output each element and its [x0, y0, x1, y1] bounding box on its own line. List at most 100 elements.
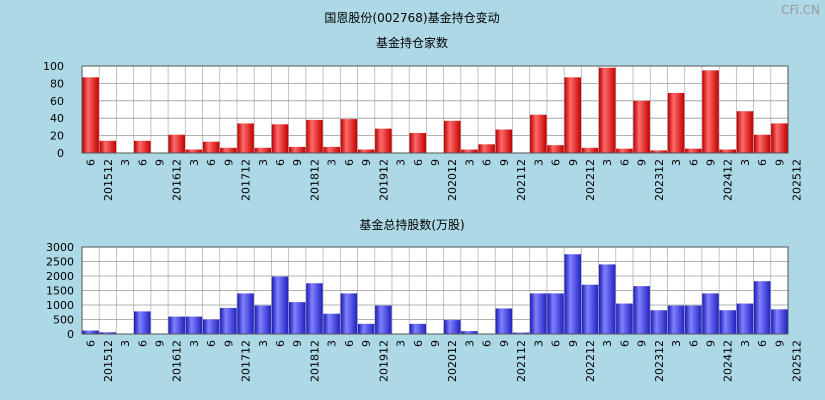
chart1-bar	[288, 146, 306, 153]
chart1-bar	[220, 147, 237, 153]
chart2-bar	[753, 281, 771, 334]
chart1-bar	[99, 140, 117, 153]
chart2-bar	[306, 283, 323, 334]
chart1-x-tick-label: 9	[636, 159, 649, 166]
chart2-bar	[495, 308, 513, 334]
chart2-x-tick-label: 201712	[240, 340, 253, 382]
chart2-bar	[220, 307, 237, 334]
chart1-x-tick-label: 201512	[102, 159, 115, 201]
chart1-x-tick-label: 6	[618, 159, 631, 166]
chart1-x-tick-label: 3	[739, 159, 752, 166]
chart1-bar	[736, 111, 754, 153]
chart2-y-tick-label: 0	[67, 328, 74, 341]
chart1-bar	[202, 141, 220, 153]
chart1-x-tick-label: 6	[85, 159, 98, 166]
chart2-x-tick-label: 3	[532, 340, 545, 347]
chart2-x-tick-label: 202312	[653, 340, 666, 382]
chart2-x-tick-label: 202212	[584, 340, 597, 382]
chart2-y-tick-label: 2500	[46, 256, 74, 269]
chart1-bar	[667, 92, 685, 153]
chart1-y-tick-label: 20	[50, 130, 64, 143]
chart1-bar	[598, 67, 616, 153]
chart1-bar	[375, 128, 392, 153]
chart1-x-tick-label: 9	[360, 159, 373, 166]
chart1-x-tick-label: 9	[705, 159, 718, 166]
chart1-bar	[702, 70, 719, 153]
watermark-logo: CFi.CN	[781, 3, 820, 17]
chart1-bar	[547, 145, 564, 153]
chart1-bar	[478, 144, 495, 153]
chart2-bar	[185, 316, 203, 334]
chart1-x-tick-label: 9	[498, 159, 511, 166]
chart1-x-tick-label: 202512	[791, 159, 804, 201]
chart1-x-tick-label: 6	[481, 159, 494, 166]
chart2-y-tick-label: 2000	[46, 270, 74, 283]
page-title: 国恩股份(002768)基金持仓变动	[324, 10, 499, 25]
chart1-x-tick-label: 6	[343, 159, 356, 166]
chart1-bar	[771, 123, 788, 153]
chart2-x-tick-label: 9	[498, 340, 511, 347]
chart2-bar	[134, 311, 151, 334]
chart1-x-tick-label: 202412	[722, 159, 735, 201]
chart2-x-tick-label: 6	[756, 340, 769, 347]
chart2-bar	[340, 293, 358, 334]
chart1-bar	[134, 140, 151, 153]
chart1-y-tick-label: 60	[50, 95, 64, 108]
chart2-y-tick-label: 1000	[46, 299, 74, 312]
chart2-bar	[512, 332, 530, 334]
chart1-bar	[633, 100, 650, 153]
chart2-x-tick-label: 3	[670, 340, 683, 347]
chart2-x-tick-label: 201512	[102, 340, 115, 382]
chart2-x-tick-label: 202112	[515, 340, 528, 382]
chart2-bar	[719, 310, 736, 334]
chart2-x-tick-label: 6	[274, 340, 287, 347]
chart1-bar	[357, 149, 375, 153]
chart2-bar	[237, 293, 254, 334]
chart2-x-tick-label: 6	[618, 340, 631, 347]
chart2-x-tick-label: 6	[136, 340, 149, 347]
chart1-bar	[581, 147, 599, 153]
chart2-bar	[461, 331, 478, 334]
chart2-bar	[168, 316, 185, 334]
chart2-bar	[82, 330, 99, 334]
chart1-x-tick-label: 9	[153, 159, 166, 166]
chart2-x-tick-label: 3	[326, 340, 339, 347]
chart1-bar	[530, 114, 547, 153]
chart1-bar	[443, 120, 461, 153]
chart1-bar	[306, 119, 323, 153]
chart2-bar	[530, 293, 547, 334]
chart1-bar	[254, 147, 272, 153]
chart1-bar	[340, 119, 358, 153]
chart1-x-tick-label: 9	[291, 159, 304, 166]
chart1-bar	[271, 124, 289, 153]
chart2-bar	[375, 305, 392, 334]
chart2-bar	[409, 323, 427, 334]
chart2-x-tick-label: 6	[481, 340, 494, 347]
chart1-x-tick-label: 9	[222, 159, 235, 166]
chart1-x-tick-label: 3	[326, 159, 339, 166]
chart2-x-tick-label: 6	[550, 340, 563, 347]
chart1-x-tick-label: 9	[429, 159, 442, 166]
chart2-x-tick-label: 201912	[377, 340, 390, 382]
chart1-y-tick-label: 100	[43, 60, 64, 73]
chart1-bar	[185, 149, 203, 153]
chart2-x-tick-label: 6	[412, 340, 425, 347]
chart1-bar	[495, 129, 513, 153]
chart1-x-tick-label: 6	[756, 159, 769, 166]
chart2-y-tick-label: 500	[53, 314, 74, 327]
chart2-x-tick-label: 6	[85, 340, 98, 347]
chart1-bar	[237, 123, 254, 153]
chart2-x-tick-label: 9	[360, 340, 373, 347]
chart1-x-tick-label: 3	[532, 159, 545, 166]
chart2-x-tick-label: 3	[601, 340, 614, 347]
chart2-bar	[254, 305, 272, 334]
chart2-bar	[288, 302, 306, 334]
chart1-x-tick-label: 6	[274, 159, 287, 166]
chart2-bar	[323, 313, 340, 334]
chart2-bar	[771, 309, 788, 334]
chart1-x-tick-label: 3	[395, 159, 408, 166]
chart2-bar	[271, 276, 289, 334]
